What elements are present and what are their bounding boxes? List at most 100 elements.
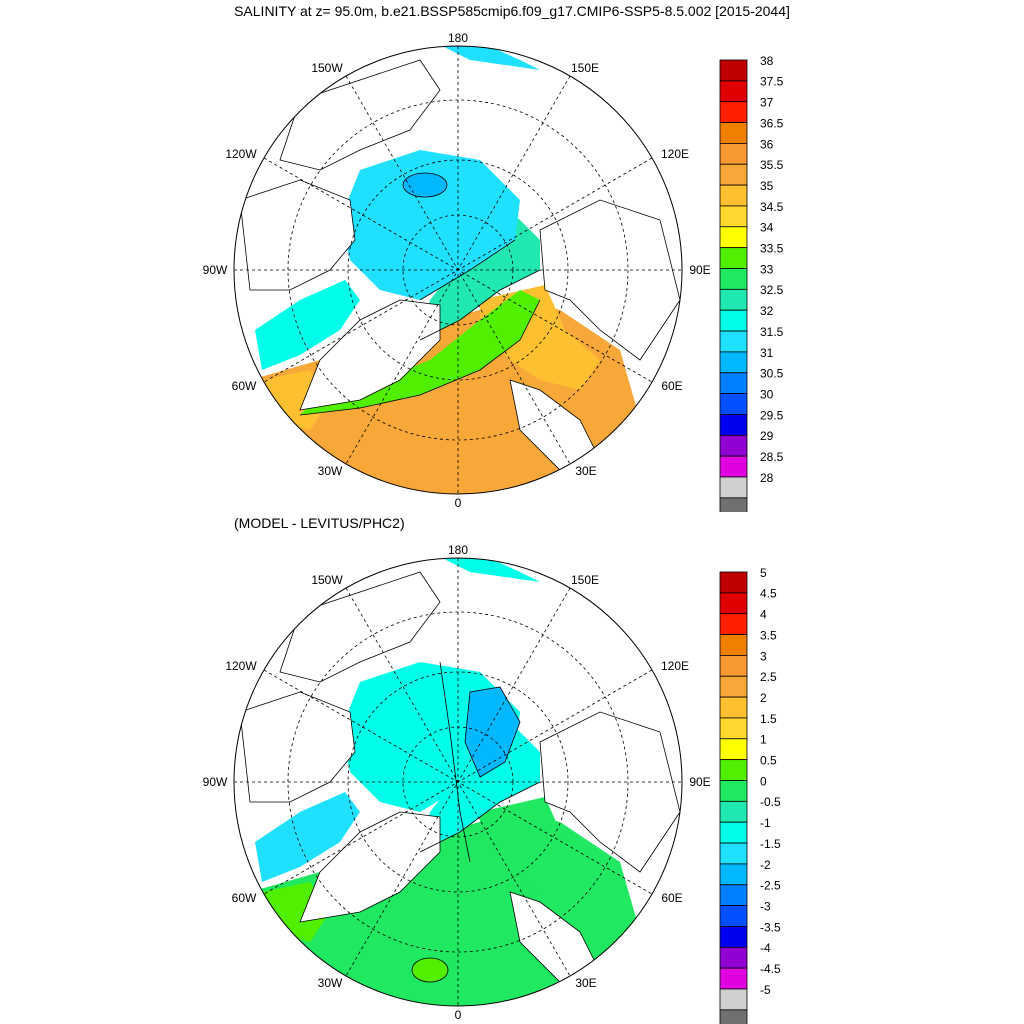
lon-label-60w: 60W xyxy=(232,379,257,393)
lon-label-120w: 120W xyxy=(225,659,257,673)
colorbar-box xyxy=(719,59,748,82)
colorbar-tick-label: 31.5 xyxy=(760,325,784,339)
colorbar-difference: 5 4.5 4 3.5 3 2.5 2 1.5 1 0.5 0 -0.5 -1 -1.5 -2 -2.5 -3 -… xyxy=(719,566,781,1024)
colorbar-tick-label: 0.5 xyxy=(760,754,777,768)
colorbar-tick-label: 37.5 xyxy=(760,75,784,89)
colorbar-tick-label: -3 xyxy=(760,899,771,913)
land-canadian-archipelago xyxy=(239,179,356,291)
colorbar-tick-label: 34 xyxy=(760,221,774,235)
land-siberia xyxy=(539,199,681,361)
colorbar-box xyxy=(719,330,748,353)
colorbar-box xyxy=(719,571,748,594)
colorbar-box xyxy=(719,634,748,656)
colorbar-tick-label: 36.5 xyxy=(760,116,784,130)
land-greenland xyxy=(299,811,441,923)
lon-label-30w: 30W xyxy=(318,976,343,990)
colorbar-box xyxy=(719,434,748,457)
colorbar-salinity: 38 37.5 37 36.5 36 35.5 35 34.5 34 33.5 33 32.5 32 31… xyxy=(719,54,784,512)
field-barents-sea xyxy=(480,797,600,902)
colorbar-tick-label: 32.5 xyxy=(760,283,784,297)
colorbar-box xyxy=(719,696,748,719)
land-canadian-archipelago xyxy=(239,691,356,803)
lon-label-30e: 30E xyxy=(575,976,596,990)
colorbar-box xyxy=(719,309,748,332)
colorbar-tick-label: -1 xyxy=(760,816,771,830)
colorbar-box xyxy=(719,738,748,761)
difference-panel-title: (MODEL - LEVITUS/PHC2) xyxy=(234,515,405,531)
lon-label-60w: 60W xyxy=(232,891,257,905)
colorbar-tick-label: 33.5 xyxy=(760,242,784,256)
colorbar-box xyxy=(719,184,748,207)
colorbar-box xyxy=(719,821,748,844)
colorbar-box xyxy=(719,1009,748,1024)
field-norwegian-sea xyxy=(411,957,449,983)
colorbar-tick-label: 2.5 xyxy=(760,670,777,684)
colorbar-box xyxy=(719,946,748,969)
lon-label-90w: 90W xyxy=(203,263,228,277)
lon-label-0: 0 xyxy=(455,1008,462,1022)
colorbar-box xyxy=(719,476,748,499)
land-alaska xyxy=(279,571,441,683)
colorbar-tick-label: -5 xyxy=(760,983,771,997)
field-beaufort-gyre xyxy=(402,172,448,198)
field-greenland-sea xyxy=(300,290,540,415)
colorbar-box xyxy=(719,613,748,635)
land-alaska xyxy=(279,59,441,171)
colorbar-tick-label: 3 xyxy=(760,649,767,663)
colorbar-box xyxy=(719,288,748,311)
longitude-labels: 180 150E 120E 90E 60E 30E 0 30W 60W 90W … xyxy=(203,543,711,1022)
difference-map-panel: 180 150E 120E 90E 60E 30E 0 30W 60W 90W … xyxy=(203,543,781,1024)
colorbar-tick-label: 2 xyxy=(760,691,767,705)
colorbar-tick-label: 5 xyxy=(760,566,767,580)
meridian-line xyxy=(263,157,653,383)
colorbar-tick-label: 34.5 xyxy=(760,200,784,214)
colorbar-tick-label: 0 xyxy=(760,774,767,788)
longitude-labels: 180 150E 120E 90E 60E 30E 0 30W 60W 90W … xyxy=(203,31,711,510)
lon-label-30w: 30W xyxy=(318,464,343,478)
colorbar-box xyxy=(719,205,748,228)
lon-label-90e: 90E xyxy=(689,263,710,277)
contour-line xyxy=(299,299,541,416)
colorbar-box xyxy=(719,268,748,290)
contour-line xyxy=(419,269,541,341)
lon-label-90e: 90E xyxy=(689,775,710,789)
graticule xyxy=(234,46,682,494)
field-north-pacific xyxy=(440,558,540,582)
colorbar-box xyxy=(719,142,748,165)
field-north-pacific xyxy=(440,46,540,70)
lon-label-180: 180 xyxy=(448,543,468,557)
colorbar-box xyxy=(719,226,748,249)
lon-label-150w: 150W xyxy=(311,61,343,75)
contour-line xyxy=(419,781,541,853)
colorbar-tick-label: 36 xyxy=(760,137,774,151)
colorbar-tick-label: 3.5 xyxy=(760,628,777,642)
colorbar-tick-label: 29 xyxy=(760,429,774,443)
difference-field xyxy=(239,558,681,1006)
contour-line xyxy=(439,661,471,863)
land-greenland xyxy=(299,299,441,411)
land-siberia xyxy=(539,711,681,873)
colorbar-tick-label: 29.5 xyxy=(760,408,784,422)
colorbar-box xyxy=(719,759,748,781)
colorbar-tick-label: 33 xyxy=(760,262,774,276)
graticule xyxy=(234,558,682,1006)
colorbar-box xyxy=(719,654,748,677)
colorbar-tick-label: 1.5 xyxy=(760,712,777,726)
salinity-field xyxy=(239,46,681,494)
map-boundary xyxy=(233,45,683,495)
colorbar-tick-label: -2.5 xyxy=(760,879,781,893)
colorbar-tick-label: 1 xyxy=(760,733,767,747)
colorbar-box xyxy=(719,884,748,907)
colorbar-box xyxy=(719,967,748,990)
lon-label-120e: 120E xyxy=(661,147,689,161)
colorbar-tick-label: -2 xyxy=(760,858,771,872)
colorbar-tick-label: -4.5 xyxy=(760,962,781,976)
colorbar-tick-label: 35 xyxy=(760,179,774,193)
colorbar-box xyxy=(719,414,748,436)
colorbar-box xyxy=(719,163,748,186)
colorbar-box xyxy=(719,393,748,415)
colorbar-tick-label: 31 xyxy=(760,346,774,360)
colorbar-tick-label: -1.5 xyxy=(760,837,781,851)
colorbar-tick-label: -3.5 xyxy=(760,920,781,934)
colorbar-tick-label: 4 xyxy=(760,608,767,622)
